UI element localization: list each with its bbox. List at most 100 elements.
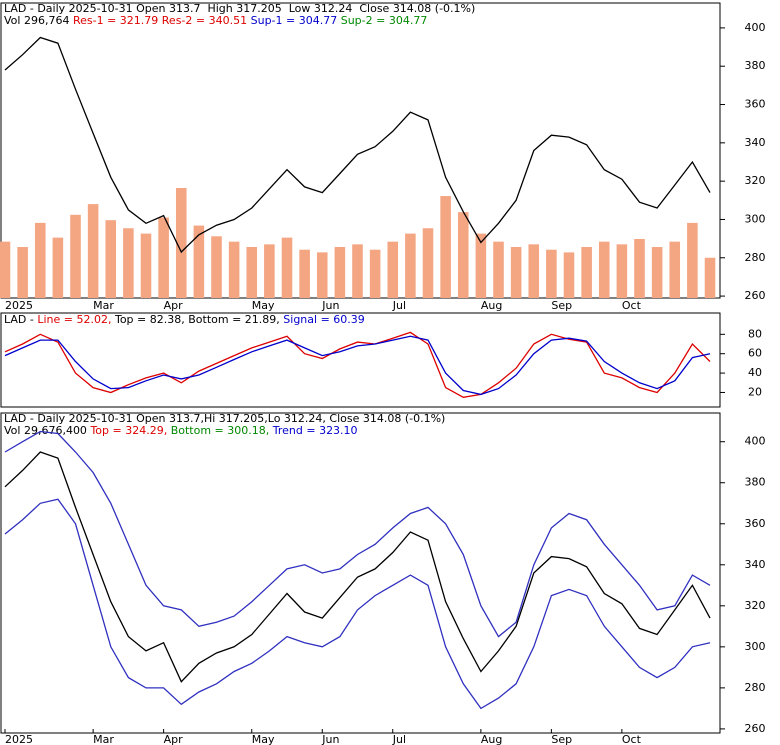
y-tick-label: 40 bbox=[748, 366, 762, 379]
y-tick-label: 300 bbox=[745, 212, 766, 225]
panel-title: LAD - Daily 2025-10-31 Open 313.7 High 3… bbox=[4, 2, 475, 15]
volume-bar bbox=[634, 238, 645, 298]
x-tick-label: Jul bbox=[392, 299, 406, 312]
x-tick-label: Jun bbox=[321, 733, 339, 745]
series-line bbox=[4, 335, 711, 396]
oscillator-panel bbox=[0, 312, 721, 408]
x-tick-label: Mar bbox=[93, 299, 114, 312]
legend-entry: Trend = 323.10 bbox=[272, 424, 358, 437]
volume-bar bbox=[70, 214, 81, 298]
x-tick-label: Aug bbox=[481, 733, 502, 745]
y-tick-label: 380 bbox=[745, 59, 766, 72]
y-tick-label: 400 bbox=[745, 21, 766, 34]
legend-entry: Sup-2 = 304.77 bbox=[341, 14, 428, 27]
volume-bar bbox=[158, 217, 169, 298]
volume-bar bbox=[387, 241, 399, 298]
legend-entry: Res-2 = 340.51 bbox=[162, 14, 247, 27]
x-tick-label: May bbox=[252, 299, 275, 312]
volume-bar bbox=[510, 247, 522, 298]
volume-bar bbox=[52, 237, 64, 298]
volume-bar bbox=[405, 233, 416, 298]
y-tick-label: 320 bbox=[745, 599, 766, 612]
legend-entry: Vol 29,676,400 bbox=[4, 424, 87, 437]
volume-bar bbox=[563, 252, 575, 298]
volume-bar bbox=[0, 241, 11, 298]
volume-bar bbox=[211, 236, 222, 298]
panel-title: LAD - Daily 2025-10-31 Open 313.7,Hi 317… bbox=[4, 412, 445, 425]
x-tick-label: Oct bbox=[622, 299, 642, 312]
legend-entry: Signal = 60.39 bbox=[283, 313, 365, 326]
x-tick-label: Jun bbox=[321, 299, 339, 312]
y-tick-label: 260 bbox=[745, 722, 766, 735]
y-tick-label: 400 bbox=[745, 435, 766, 448]
x-tick-label: 2025 bbox=[5, 733, 33, 745]
x-tick-label: Sep bbox=[551, 299, 572, 312]
volume-bar bbox=[34, 222, 46, 298]
volume-bar bbox=[193, 225, 205, 298]
x-tick-label: Apr bbox=[164, 733, 184, 745]
volume-bar bbox=[493, 241, 504, 298]
legend-entry: LAD - bbox=[4, 313, 34, 326]
y-tick-label: 360 bbox=[745, 517, 766, 530]
volume-bar bbox=[264, 244, 275, 298]
volume-bar bbox=[440, 196, 451, 298]
x-tick-label: Jul bbox=[392, 733, 406, 745]
volume-bar bbox=[598, 241, 610, 298]
y-tick-label: 80 bbox=[748, 327, 762, 340]
volume-bar bbox=[281, 237, 293, 298]
series-line bbox=[4, 451, 711, 683]
legend-entry: Bottom = 21.89, bbox=[188, 313, 280, 326]
legend: Vol 29,676,400 Top = 324.29, Bottom = 30… bbox=[4, 424, 358, 437]
volume-bar bbox=[369, 249, 381, 298]
legend-entry: Top = 82.38, bbox=[114, 313, 185, 326]
volume-bar bbox=[17, 247, 28, 298]
volume-bar bbox=[546, 249, 557, 298]
volume-bar bbox=[528, 244, 540, 298]
y-tick-label: 60 bbox=[748, 347, 762, 360]
volume-bar bbox=[581, 247, 592, 298]
y-tick-label: 380 bbox=[745, 476, 766, 489]
band-panel bbox=[0, 412, 721, 734]
x-tick-label: 2025 bbox=[5, 299, 33, 312]
volume-bar bbox=[352, 244, 363, 298]
x-tick-label: Sep bbox=[551, 733, 572, 745]
y-tick-label: 340 bbox=[745, 136, 766, 149]
volume-bar bbox=[299, 249, 310, 298]
legend: Vol 296,764 Res-1 = 321.79 Res-2 = 340.5… bbox=[4, 14, 427, 27]
volume-bar bbox=[422, 228, 434, 298]
series-line bbox=[4, 430, 711, 638]
x-tick-label: Aug bbox=[481, 299, 502, 312]
volume-bar bbox=[316, 252, 328, 298]
volume-bar bbox=[651, 247, 663, 298]
y-tick-label: 360 bbox=[745, 98, 766, 111]
volume-bar bbox=[704, 257, 716, 298]
volume-bar bbox=[228, 241, 240, 298]
legend-entry: Line = 52.02, bbox=[37, 313, 111, 326]
volume-bar bbox=[475, 233, 487, 298]
y-tick-label: 20 bbox=[748, 385, 762, 398]
y-tick-label: 260 bbox=[745, 289, 766, 302]
volume-bar bbox=[687, 222, 698, 298]
legend-entry: Res-1 = 321.79 bbox=[73, 14, 158, 27]
y-tick-label: 300 bbox=[745, 640, 766, 653]
legend-entry: Sup-1 = 304.77 bbox=[251, 14, 338, 27]
legend-entry: Bottom = 300.18, bbox=[171, 424, 270, 437]
y-tick-label: 280 bbox=[745, 251, 766, 264]
volume-bar bbox=[87, 204, 99, 298]
legend-entry: Vol 296,764 bbox=[4, 14, 69, 27]
x-tick-label: Apr bbox=[164, 299, 184, 312]
volume-bar bbox=[457, 212, 469, 298]
series-line bbox=[4, 498, 711, 710]
volume-bar bbox=[246, 247, 258, 298]
series-line bbox=[4, 36, 711, 254]
volume-bar bbox=[175, 188, 187, 298]
volume-bar bbox=[669, 241, 681, 298]
y-tick-label: 280 bbox=[745, 681, 766, 694]
legend-entry: Top = 324.29, bbox=[89, 424, 167, 437]
legend: LAD - Line = 52.02, Top = 82.38, Bottom … bbox=[4, 313, 365, 326]
x-tick-label: May bbox=[252, 733, 275, 745]
y-tick-label: 320 bbox=[745, 174, 766, 187]
volume-bar bbox=[123, 228, 134, 298]
y-tick-label: 340 bbox=[745, 558, 766, 571]
